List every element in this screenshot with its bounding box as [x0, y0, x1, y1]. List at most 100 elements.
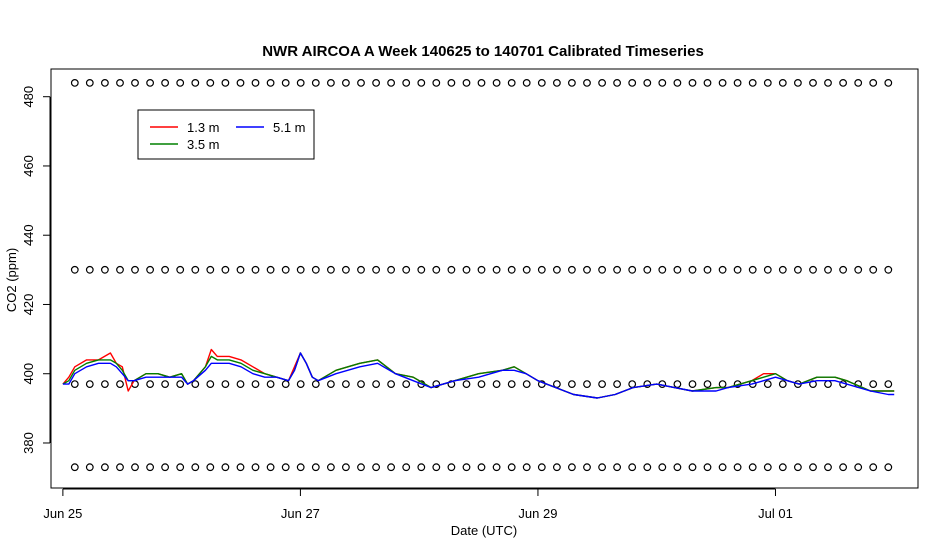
calibration-point — [266, 380, 275, 389]
calibration-point — [824, 463, 832, 472]
calibration-point — [568, 463, 576, 472]
calibration-point — [673, 265, 682, 274]
calibration-point — [884, 463, 893, 472]
calibration-point — [794, 463, 802, 472]
calibration-point — [477, 78, 486, 87]
calibration-point — [206, 463, 215, 472]
calibration-point — [70, 463, 79, 472]
calibration-point — [402, 463, 411, 472]
x-tick-label: Jul 01 — [758, 506, 793, 521]
calibration-point — [718, 463, 727, 472]
calibration-point — [266, 265, 275, 274]
x-tick-label: Jun 25 — [43, 506, 82, 521]
calibration-point — [100, 78, 109, 87]
calibration-point — [583, 265, 591, 274]
calibration-point — [387, 380, 396, 389]
calibration-point — [568, 265, 576, 274]
chart-title: NWR AIRCOA A Week 140625 to 140701 Calib… — [262, 43, 704, 60]
calibration-point — [522, 463, 531, 472]
calibration-point — [809, 463, 817, 472]
calibration-point — [703, 265, 712, 274]
calibration-point — [537, 78, 546, 87]
x-axis-label: Date (UTC) — [451, 523, 517, 538]
calibration-point — [161, 380, 170, 389]
calibration-point — [628, 265, 637, 274]
calibration-point — [553, 265, 561, 274]
calibration-point — [522, 380, 531, 389]
calibration-point — [869, 78, 878, 87]
calibration-point — [176, 78, 185, 87]
legend-label: 5.1 m — [273, 120, 306, 135]
calibration-point — [387, 78, 396, 87]
calibration-point — [116, 380, 124, 389]
calibration-point — [492, 78, 501, 87]
calibration-point — [296, 463, 305, 472]
calibration-point — [568, 78, 576, 87]
calibration-point — [477, 463, 486, 472]
calibration-point — [733, 265, 742, 274]
calibration-point — [794, 265, 802, 274]
calibration-point — [673, 78, 682, 87]
calibration-point — [70, 265, 79, 274]
calibration-point — [191, 380, 200, 389]
calibration-point — [146, 463, 155, 472]
y-tick-label: 380 — [21, 432, 36, 454]
calibration-point — [236, 380, 245, 389]
calibration-point — [176, 265, 185, 274]
calibration-point — [869, 463, 878, 472]
calibration-point — [251, 463, 260, 472]
calibration-point — [778, 265, 787, 274]
calibration-point — [327, 380, 335, 389]
calibration-point — [839, 265, 847, 274]
calibration-point — [221, 463, 230, 472]
legend-label: 1.3 m — [187, 120, 220, 135]
calibration-point — [733, 463, 742, 472]
calibration-point — [598, 265, 606, 274]
calibration-point — [718, 78, 727, 87]
calibration-point — [417, 78, 426, 87]
calibration-point — [613, 380, 621, 389]
calibration-point — [100, 265, 109, 274]
calibration-point — [327, 265, 335, 274]
calibration-point — [251, 380, 260, 389]
series-lines — [62, 348, 895, 399]
calibration-point — [628, 78, 637, 87]
calibration-point — [718, 265, 727, 274]
calibration-point — [70, 78, 79, 87]
calibration-point — [447, 380, 456, 389]
calibration-point — [296, 265, 305, 274]
calibration-point — [116, 265, 124, 274]
calibration-point — [116, 78, 124, 87]
calibration-point — [703, 380, 712, 389]
calibration-point — [537, 463, 546, 472]
calibration-point — [402, 78, 411, 87]
calibration-point — [809, 265, 817, 274]
calibration-point — [869, 265, 878, 274]
calibration-point — [342, 78, 350, 87]
calibration-point — [85, 265, 94, 274]
calibration-point — [537, 265, 546, 274]
calibration-point — [748, 78, 757, 87]
calibration-point — [327, 78, 335, 87]
calibration-point — [854, 463, 863, 472]
calibration-point — [191, 265, 200, 274]
calibration-point — [462, 463, 471, 472]
series-line-3 — [62, 352, 895, 399]
calibration-point — [131, 463, 139, 472]
calibration-point — [763, 78, 772, 87]
calibration-point — [824, 380, 832, 389]
calibration-point — [236, 265, 245, 274]
calibration-point — [342, 380, 350, 389]
calibration-point — [658, 463, 667, 472]
calibration-point — [161, 265, 170, 274]
calibration-point — [131, 265, 139, 274]
legend-label: 3.5 m — [187, 137, 220, 152]
calibration-point — [477, 380, 486, 389]
calibration-point — [628, 380, 637, 389]
calibration-point — [357, 265, 365, 274]
calibration-point — [281, 78, 290, 87]
calibration-point — [507, 78, 516, 87]
calibration-point — [507, 380, 516, 389]
calibration-point — [176, 380, 185, 389]
calibration-point — [613, 463, 621, 472]
